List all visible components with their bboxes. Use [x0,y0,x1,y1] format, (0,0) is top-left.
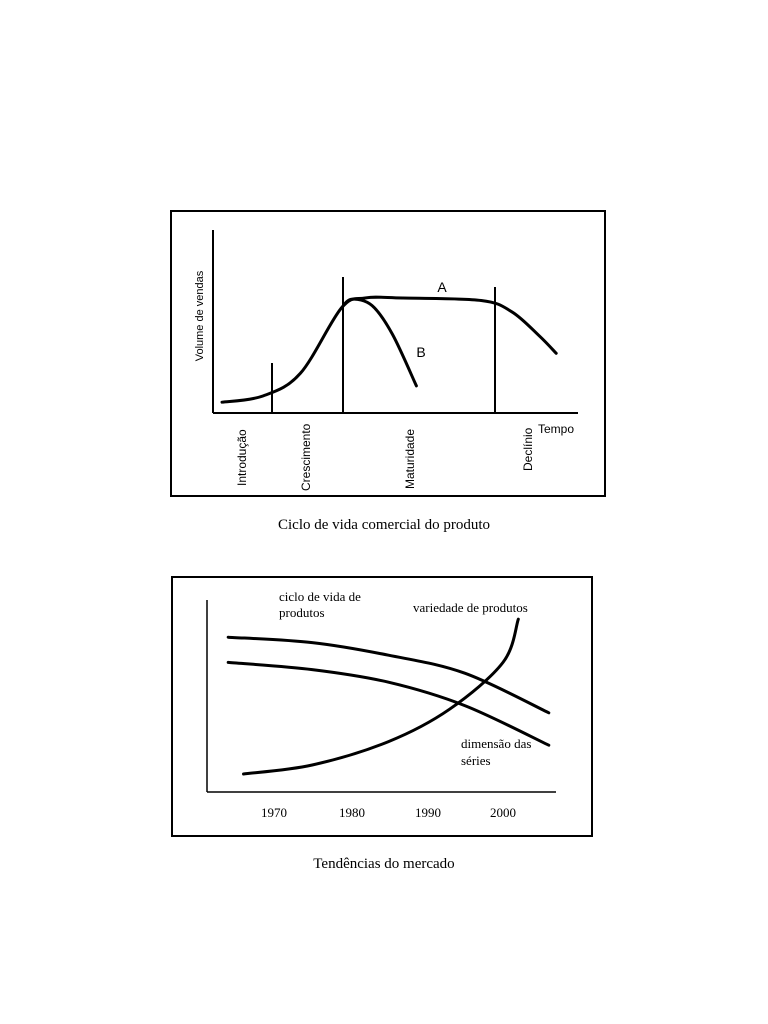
series-ciclo-de-vida-line [226,635,551,715]
product-life-cycle-chart: A B Volume de vendas Tempo Introdução Cr… [194,230,578,491]
series-b-line [339,297,418,388]
stage-label-declinio: Declínio [521,427,535,471]
x-tick-label: 1980 [339,805,365,820]
x-tick-label: 1990 [415,805,441,820]
stage-label-maturidade: Maturidade [403,429,417,489]
x-axis-label: Tempo [538,422,574,436]
series-label-ciclo-line1: ciclo de vida de [279,589,361,604]
series-label-dimensao-line1: dimensão das [461,736,531,751]
product-life-cycle-chart-frame [170,210,606,497]
stage-label-introducao: Introdução [235,429,249,486]
stage-label-crescimento: Crescimento [299,423,313,491]
series-b-label: B [416,344,425,360]
y-axis-label: Volume de vendas [194,270,206,361]
x-tick-label: 1970 [261,805,287,820]
chart-caption-ciclo: Ciclo de vida comercial do produto [277,517,491,533]
series-dimensao-line [226,660,551,747]
series-label-ciclo-line2: produtos [279,605,325,620]
series-a-label: A [437,279,447,295]
series-a-line [220,295,558,404]
market-trends-chart-frame [171,576,593,837]
chart-caption-tendencias: Tendências do mercado [313,856,455,872]
series-label-dimensao-line2: séries [461,753,491,768]
market-trends-chart: ciclo de vida de produtos variedade de p… [206,589,556,820]
series-variedade-line [242,617,520,776]
series-label-variedade: variedade de produtos [413,600,528,615]
x-tick-label: 2000 [490,805,516,820]
